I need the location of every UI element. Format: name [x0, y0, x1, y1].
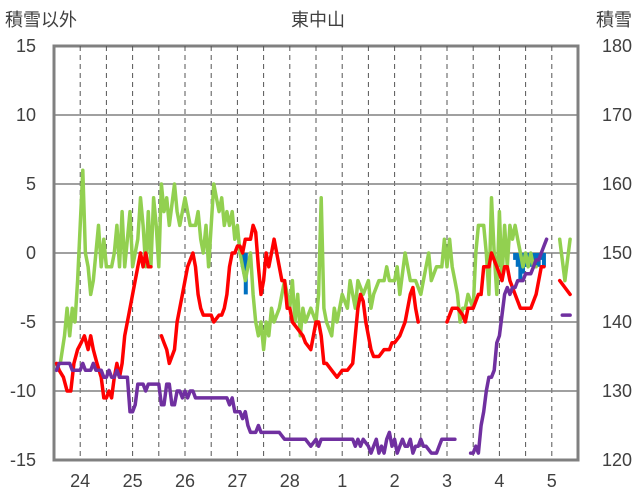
x-axis-ticks: 24 25 26 27 28 1 2 3 4 5	[70, 471, 557, 491]
left-tick-label: 10	[16, 105, 36, 125]
precip-bar	[515, 253, 520, 267]
series-line-7	[468, 237, 549, 455]
right-axis-label: 積雪	[596, 10, 632, 30]
series-line-5	[557, 278, 572, 297]
left-tick-label: -15	[10, 450, 36, 470]
precip-bar	[513, 253, 518, 260]
series-line-2	[54, 251, 153, 400]
right-tick-label: 140	[602, 312, 632, 332]
right-tick-label: 160	[602, 174, 632, 194]
left-axis-label: 積雪以外	[5, 10, 77, 30]
series-line-1	[557, 237, 572, 283]
right-tick-label: 170	[602, 105, 632, 125]
precip-bar	[531, 253, 536, 260]
x-tick-label: 26	[175, 471, 195, 491]
left-tick-label: 5	[26, 174, 36, 194]
chart-title: 東中山	[291, 10, 345, 31]
right-tick-label: 130	[602, 381, 632, 401]
series-line-3	[159, 223, 420, 379]
series-line-0	[58, 168, 538, 366]
left-tick-label: -5	[20, 312, 36, 332]
x-tick-label: 28	[280, 471, 300, 491]
x-tick-label: 2	[390, 471, 400, 491]
right-tick-label: 180	[602, 36, 632, 56]
x-tick-label: 1	[337, 471, 347, 491]
line-series	[54, 168, 572, 455]
series-line-6	[54, 361, 457, 455]
right-tick-label: 120	[602, 450, 632, 470]
x-tick-label: 24	[70, 471, 90, 491]
x-tick-label: 5	[547, 471, 557, 491]
series-line-4	[445, 251, 546, 324]
x-tick-label: 25	[123, 471, 143, 491]
left-tick-label: 15	[16, 36, 36, 56]
precip-bar	[541, 253, 546, 267]
left-axis-ticks: 15 10 5 0 -5 -10 -15	[10, 36, 36, 470]
right-tick-label: 150	[602, 243, 632, 263]
right-axis-ticks: 180 170 160 150 140 130 120	[602, 36, 632, 470]
left-tick-label: 0	[26, 243, 36, 263]
precip-bar	[526, 253, 531, 260]
left-tick-label: -10	[10, 381, 36, 401]
x-tick-label: 27	[227, 471, 247, 491]
x-tick-label: 4	[494, 471, 504, 491]
precip-bar	[518, 253, 523, 281]
x-tick-label: 3	[442, 471, 452, 491]
